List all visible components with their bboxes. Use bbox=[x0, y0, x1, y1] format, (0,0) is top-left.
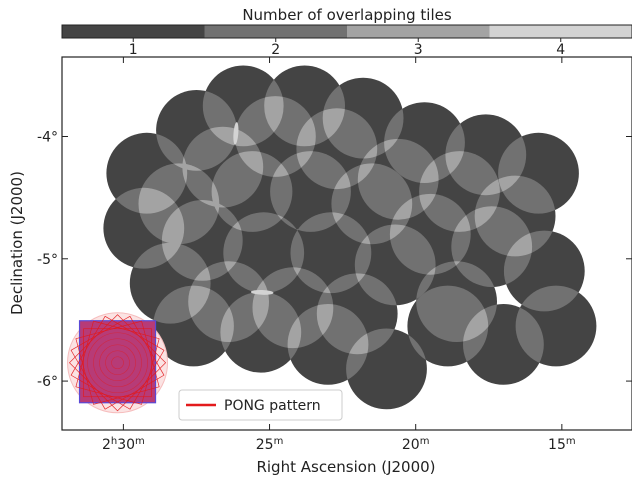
tile-overlap-2 bbox=[357, 163, 413, 220]
pong-track bbox=[70, 315, 165, 410]
tile-overlap-2 bbox=[474, 206, 533, 257]
pong-track bbox=[69, 314, 167, 412]
tile-overlap-2 bbox=[419, 193, 471, 232]
colorbar-tick-label: 3 bbox=[414, 42, 423, 58]
x-tick-label: 2h30m bbox=[102, 436, 145, 453]
tile-overlap-2 bbox=[153, 285, 211, 324]
pong-track bbox=[75, 320, 160, 405]
tile-overlap-3 bbox=[161, 200, 185, 245]
pong-pattern-inset bbox=[67, 312, 169, 414]
colorbar-ticks: 1 2 3 4 bbox=[129, 38, 565, 58]
tile-overlap-3 bbox=[503, 230, 533, 257]
tile-overlap-2 bbox=[419, 151, 465, 184]
tile-overlap-2 bbox=[416, 285, 489, 343]
pong-track bbox=[111, 356, 124, 370]
colorbar-segment-2 bbox=[204, 25, 347, 38]
tile-overlap-3 bbox=[138, 187, 185, 214]
tile-overlap-2 bbox=[235, 151, 293, 177]
tile-overlap-2 bbox=[252, 291, 302, 349]
pong-track bbox=[99, 344, 136, 382]
colorbar-segment-4 bbox=[489, 25, 632, 38]
pong-track bbox=[70, 315, 165, 410]
tile-overlap-2 bbox=[182, 163, 220, 208]
y-tick-label: -6° bbox=[37, 374, 58, 390]
x-tick-label: 15m bbox=[548, 436, 576, 453]
x-tick-label: 20m bbox=[402, 436, 430, 453]
x-axis-title: Right Ascension (J2000) bbox=[256, 458, 435, 476]
tile-overlap-2 bbox=[156, 132, 188, 171]
tile-overlap-2 bbox=[354, 273, 398, 306]
tile-overlap-2 bbox=[498, 175, 556, 214]
y-axis-title: Declination (J2000) bbox=[8, 171, 26, 315]
tile-overlap-2 bbox=[296, 108, 346, 147]
tile-overlap-2 bbox=[290, 267, 334, 294]
tile-overlap-3 bbox=[346, 328, 369, 355]
tile-overlap-2 bbox=[235, 126, 264, 177]
pong-track bbox=[75, 320, 160, 405]
tile-overlap-2 bbox=[451, 261, 498, 288]
tile-overlap-2 bbox=[161, 242, 211, 281]
pong-track bbox=[105, 350, 130, 376]
tile-overlap-2 bbox=[202, 89, 237, 147]
plot-frame bbox=[61, 56, 632, 431]
tile-overlap-2 bbox=[129, 242, 185, 269]
y-axis-ticks: -4° -5° -6° bbox=[37, 129, 632, 390]
tile-overlap-2 bbox=[474, 175, 500, 232]
colorbar-segment-1 bbox=[62, 25, 205, 38]
colorbar bbox=[61, 24, 632, 39]
tile-overlap-2 bbox=[331, 163, 378, 190]
tile-overlap-3 bbox=[463, 304, 489, 343]
colorbar-frame bbox=[61, 24, 632, 39]
tile-overlap-2 bbox=[451, 206, 500, 232]
tile-overlap-2 bbox=[322, 108, 378, 159]
tile-overlap-2 bbox=[211, 151, 264, 208]
tile-overlap-2 bbox=[331, 212, 372, 245]
tile-overlap-3 bbox=[389, 193, 413, 220]
coverage-level-4 bbox=[233, 122, 274, 295]
tile-overlap-2 bbox=[296, 151, 351, 190]
colorbar-title: Number of overlapping tiles bbox=[242, 6, 452, 24]
tile-overlap-2 bbox=[223, 261, 270, 294]
legend-box bbox=[178, 389, 343, 421]
legend-label-pong: PONG pattern bbox=[224, 398, 321, 414]
colorbar-tick-label: 2 bbox=[271, 42, 280, 58]
tile-overlap-2 bbox=[270, 151, 316, 177]
x-tick-label: 25m bbox=[256, 436, 284, 453]
tile-overlap-2 bbox=[252, 267, 305, 294]
y-tick-label: -4° bbox=[37, 129, 58, 145]
x-axis-ticks: 2h30m 25m 20m 15m bbox=[102, 57, 576, 453]
colorbar-tick-label: 4 bbox=[556, 42, 565, 58]
legend: PONG pattern bbox=[178, 389, 343, 421]
pong-track bbox=[87, 332, 148, 394]
y-tick-label: -5° bbox=[37, 252, 58, 268]
tile-overlap-4 bbox=[233, 122, 239, 145]
tile-overlap-4 bbox=[250, 289, 274, 295]
colorbar-segment-3 bbox=[347, 25, 490, 38]
pong-track bbox=[83, 328, 152, 398]
pong-track bbox=[93, 338, 142, 388]
colorbar-tick-label: 1 bbox=[129, 42, 138, 58]
